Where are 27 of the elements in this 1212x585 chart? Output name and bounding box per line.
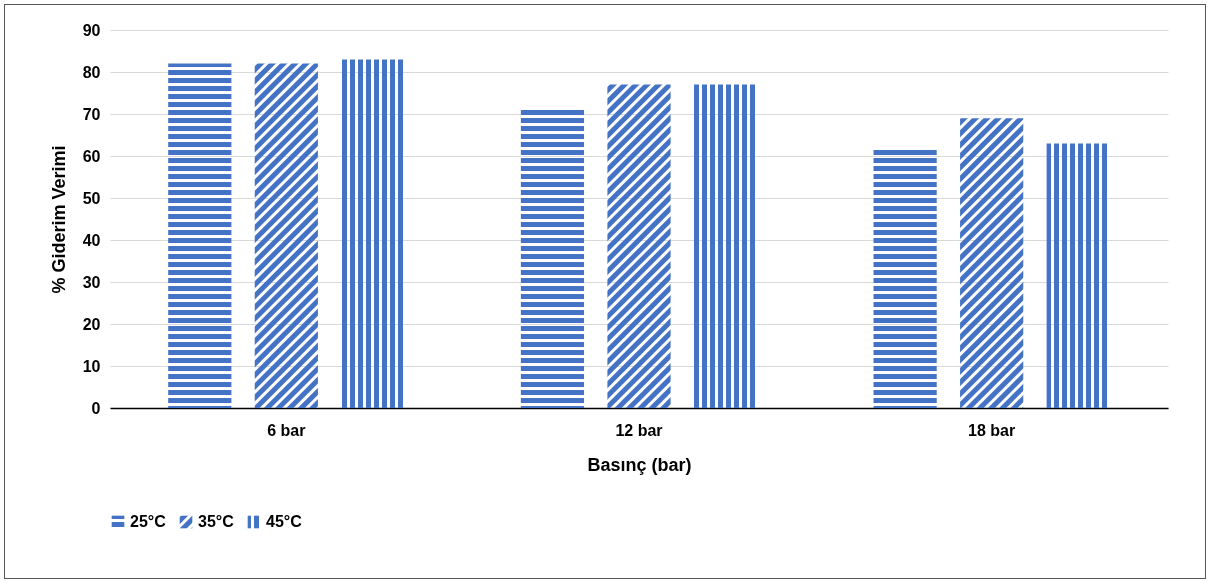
y-tick-label: 70 bbox=[82, 105, 101, 123]
bar bbox=[960, 118, 1024, 408]
y-tick-label: 0 bbox=[91, 399, 101, 417]
y-tick-label: 60 bbox=[82, 147, 101, 165]
bar bbox=[520, 109, 585, 408]
y-tick-label: 50 bbox=[82, 189, 101, 207]
bar bbox=[693, 84, 758, 408]
y-tick-label: 20 bbox=[82, 315, 101, 333]
bar bbox=[168, 63, 232, 408]
y-tick-label: 10 bbox=[82, 357, 101, 375]
legend-label: 45°C bbox=[266, 513, 303, 530]
bar bbox=[607, 84, 671, 408]
bar bbox=[254, 63, 318, 408]
x-tick-label: 18 bar bbox=[968, 421, 1016, 439]
bar bbox=[341, 59, 405, 408]
x-axis-title: Basınç (bar) bbox=[587, 454, 692, 475]
y-tick-label: 40 bbox=[82, 231, 101, 249]
legend-label: 35°C bbox=[198, 513, 235, 530]
y-tick-label: 80 bbox=[82, 63, 101, 81]
y-axis-title: % Giderim Verimi bbox=[48, 145, 69, 294]
legend-label: 25°C bbox=[130, 513, 167, 530]
x-tick-label: 6 bar bbox=[267, 421, 306, 439]
bar bbox=[1046, 143, 1110, 408]
x-tick-label: 12 bar bbox=[615, 421, 663, 439]
y-tick-label: 90 bbox=[82, 21, 101, 39]
bar bbox=[873, 147, 937, 408]
y-tick-label: 30 bbox=[82, 273, 101, 291]
